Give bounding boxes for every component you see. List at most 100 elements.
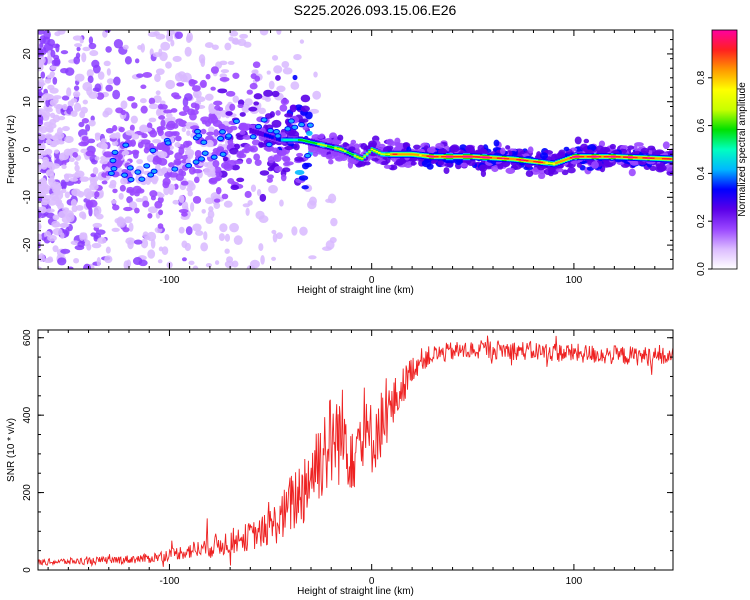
noise-blob	[192, 223, 202, 232]
spectral-blob	[97, 237, 107, 244]
spectral-blob	[163, 109, 173, 114]
spectral-blob	[115, 107, 124, 114]
noise-blob	[53, 103, 64, 110]
ridge-segment	[596, 155, 599, 158]
spectral-blob	[168, 187, 174, 196]
noise-blob	[88, 119, 96, 127]
ridge-segment	[610, 155, 614, 158]
spectral-blob	[47, 177, 55, 183]
noise-blob	[256, 188, 262, 197]
ridge-segment	[579, 155, 582, 158]
ridge-segment	[492, 156, 495, 159]
ridge-segment	[453, 155, 456, 158]
spectral-blob	[131, 102, 138, 109]
spectral-blob	[212, 159, 220, 168]
bright-spot	[225, 133, 233, 139]
noise-blob	[204, 197, 214, 205]
ridge-segment	[547, 162, 551, 165]
spectral-blob	[410, 161, 416, 166]
spectral-blob	[224, 125, 230, 131]
noise-blob	[186, 32, 193, 42]
spectral-blob	[200, 128, 207, 135]
noise-blob	[276, 30, 282, 35]
noise-blob	[38, 56, 46, 65]
bright-spot	[284, 126, 292, 132]
spectral-blob	[527, 146, 534, 154]
bright-spot	[192, 159, 200, 165]
ridge-segment	[382, 153, 386, 156]
noise-blob	[313, 71, 318, 78]
bright-spot	[134, 169, 142, 175]
ridge-segment	[574, 155, 578, 158]
ridge-segment	[251, 128, 255, 134]
noise-blob	[130, 115, 138, 124]
spectral-blob	[78, 141, 89, 147]
spectral-blob	[85, 200, 94, 209]
noise-blob	[186, 130, 191, 136]
noise-blob	[246, 264, 256, 269]
spectral-blob	[38, 179, 48, 185]
noise-blob	[172, 199, 180, 205]
spectral-blob	[92, 166, 99, 175]
noise-blob	[87, 75, 94, 84]
spectral-blob	[437, 160, 445, 166]
spectral-blob	[459, 144, 467, 150]
ridge-segment	[460, 155, 464, 158]
ridge-segment	[591, 155, 595, 158]
spectral-blob	[274, 166, 283, 173]
ridge-segment	[290, 139, 294, 141]
spectral-blob	[280, 98, 290, 105]
spectral-blob	[99, 159, 109, 165]
ridge-segment	[521, 159, 524, 162]
noise-blob	[271, 256, 276, 261]
spectral-blob	[192, 169, 203, 174]
noise-blob	[67, 266, 74, 269]
ridge-segment	[535, 160, 539, 163]
spectral-blob	[165, 150, 174, 156]
noise-blob	[308, 255, 317, 260]
spectral-blob	[55, 199, 61, 207]
noise-blob	[38, 133, 46, 141]
spectral-blob	[95, 92, 105, 100]
noise-blob	[268, 80, 275, 90]
spectral-blob	[478, 164, 488, 172]
ridge-segment	[455, 155, 459, 158]
spectral-blob	[95, 213, 104, 220]
noise-blob	[239, 33, 249, 39]
colorbar-tick-label: 0.4	[696, 166, 707, 180]
spectrogram-y-tick-label: 0	[22, 146, 33, 152]
spectral-blob	[162, 177, 171, 186]
spectral-blob	[69, 157, 75, 163]
bright-spot	[274, 133, 282, 139]
ridge-segment	[625, 156, 629, 159]
spectral-blob	[282, 156, 291, 163]
ridge-segment	[397, 153, 400, 156]
spectral-blob	[109, 179, 117, 187]
spectral-blob	[250, 73, 257, 80]
spectral-blob	[381, 160, 389, 166]
spectral-blob	[158, 115, 166, 120]
ridge-segment	[666, 157, 670, 160]
spectral-blob	[135, 197, 144, 203]
spectral-blob	[185, 121, 194, 127]
ridge-segment	[249, 127, 252, 133]
spectral-blob	[126, 186, 135, 193]
noise-blob	[330, 217, 338, 227]
spectral-blob	[180, 180, 189, 186]
spectral-blob	[219, 76, 230, 82]
ridge-segment	[271, 135, 274, 139]
ridge-segment	[436, 155, 439, 158]
spectral-blob	[258, 141, 264, 148]
spectral-blob	[284, 113, 293, 118]
noise-blob	[60, 232, 65, 239]
spectral-blob	[178, 168, 184, 176]
ridge-segment	[608, 155, 612, 158]
ridge-segment	[380, 153, 383, 155]
ridge-segment	[276, 137, 279, 141]
spectral-blob	[306, 130, 313, 136]
spectral-blob	[134, 191, 140, 197]
noise-blob	[124, 216, 133, 224]
noise-blob	[244, 98, 253, 106]
noise-blob	[89, 50, 99, 57]
spectral-blob	[166, 167, 173, 173]
